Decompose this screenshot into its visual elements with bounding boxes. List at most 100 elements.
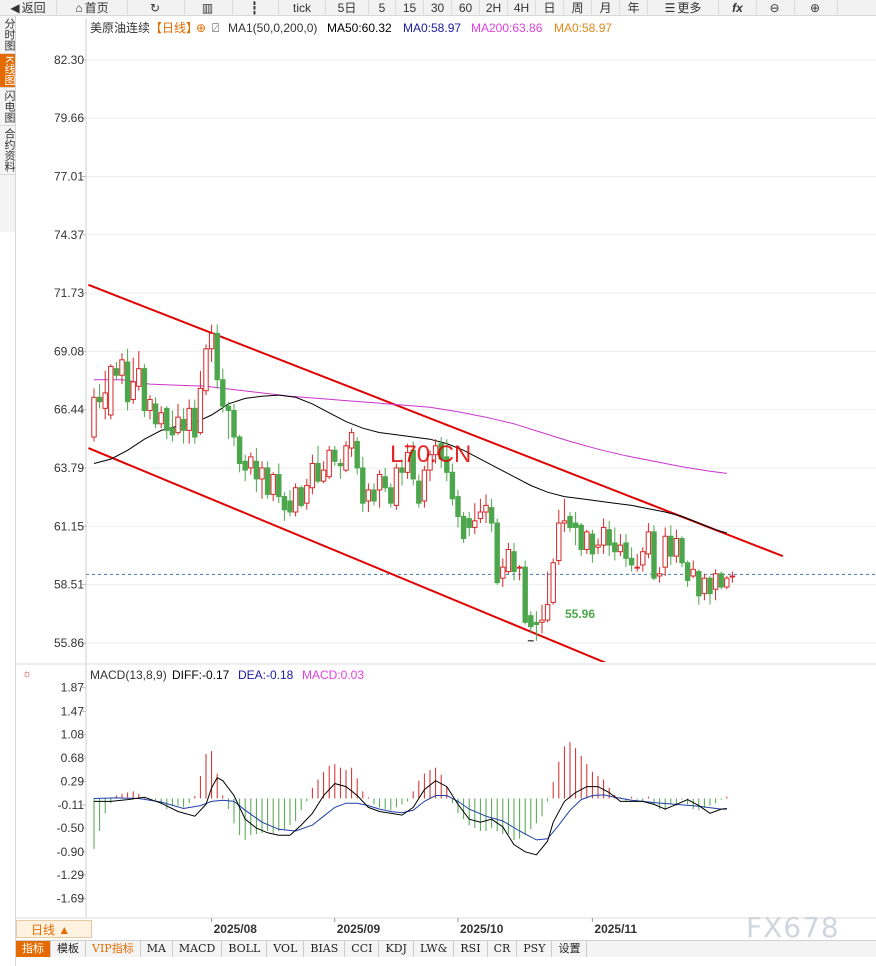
period-year-button[interactable]: 年	[620, 0, 648, 16]
candle-down	[315, 462, 321, 482]
candle-down	[623, 542, 629, 559]
menu-icon: ☰	[664, 0, 676, 15]
tab-bias[interactable]: BIAS	[304, 941, 346, 957]
tab-vip-indicator[interactable]: VIP指标	[86, 941, 141, 957]
candle-up	[186, 407, 192, 431]
candle-up	[472, 520, 478, 528]
tab-macd[interactable]: MACD	[173, 941, 223, 957]
kline-chart[interactable]: 82.30 79.66 77.01 74.37 71.73 69.08 66.44 63.79…	[0, 16, 876, 940]
back-button[interactable]: ◀ 返回	[0, 0, 57, 16]
macd-layer	[93, 742, 728, 856]
tab-rsi[interactable]: RSI	[454, 941, 488, 957]
tab-indicator[interactable]: 指标	[16, 941, 51, 957]
zoom-out-button[interactable]: ⊖	[757, 0, 795, 16]
period-day-button[interactable]: 日	[536, 0, 564, 16]
bars-button[interactable]: ▥	[185, 0, 233, 16]
period-5-button[interactable]: 5	[369, 0, 396, 16]
candle-down	[371, 489, 377, 502]
tab-template[interactable]: 模板	[51, 941, 86, 957]
legend-ma-icon: ⍁	[212, 21, 219, 35]
tab-lwr[interactable]: LW&	[414, 941, 455, 957]
more-button-label: 更多	[677, 1, 702, 15]
side-tab-kline[interactable]: K线图	[0, 54, 15, 89]
candle-up	[724, 577, 730, 588]
tab-vol[interactable]: VOL	[267, 941, 305, 957]
macd-tick-label: 1.47	[61, 704, 85, 718]
side-tab-contract[interactable]: 合约资料	[0, 126, 15, 176]
candle-down	[354, 440, 360, 469]
macd-legend-title: MACD(13,8,9)	[90, 668, 167, 682]
candle-down	[287, 500, 293, 513]
macd-tick-label: -1.69	[57, 892, 85, 906]
candle-up	[147, 399, 153, 412]
candle-up	[376, 474, 383, 491]
period-30-button[interactable]: 30	[424, 0, 452, 16]
candle-up	[712, 573, 719, 590]
grid-layer	[86, 59, 876, 644]
macd-tick-label: 1.08	[61, 727, 85, 741]
candle-layer	[91, 324, 736, 642]
candle-down	[460, 515, 467, 539]
period-5day-button-label: 5日	[337, 1, 357, 15]
candle-up	[259, 467, 265, 480]
period-month-button[interactable]: 月	[592, 0, 620, 16]
tick-button[interactable]: tick	[279, 0, 326, 16]
bar-chart-icon: ▥	[201, 0, 214, 15]
tab-kdj[interactable]: KDJ	[379, 941, 414, 957]
legend-settings-icon[interactable]: ⊕	[196, 21, 206, 35]
candle-up	[404, 451, 411, 473]
refresh-button[interactable]: ↻	[128, 0, 185, 16]
period-4h-button[interactable]: 4H	[508, 0, 536, 16]
candle-up	[690, 568, 696, 577]
candle-down	[488, 507, 495, 524]
macd-tick-label: 1.87	[61, 681, 85, 695]
tab-psy[interactable]: PSY	[517, 941, 553, 957]
side-tab-timeshare[interactable]: 分时图	[0, 16, 15, 54]
candle-up	[556, 522, 562, 562]
candle-down	[416, 480, 422, 504]
candle-down	[382, 476, 388, 489]
left-gutter	[0, 232, 16, 966]
candle-up	[365, 489, 372, 502]
price-tick-label: 74.37	[54, 228, 84, 242]
period-60-button[interactable]: 60	[452, 0, 480, 16]
period-label[interactable]: 日线 ▲	[16, 920, 92, 938]
period-week-button[interactable]: 周	[564, 0, 592, 16]
zoom-in-button[interactable]: ⊕	[795, 0, 838, 16]
candle-down	[679, 537, 685, 564]
candle-up	[544, 604, 551, 621]
tab-ma[interactable]: MA	[141, 941, 173, 957]
price-tick-label: 61.15	[54, 519, 84, 533]
period-5day-button[interactable]: 5日	[326, 0, 369, 16]
tab-boll[interactable]: BOLL	[222, 941, 268, 957]
more-button[interactable]: ☰ 更多	[648, 0, 719, 16]
formula-button[interactable]: fx	[719, 0, 757, 16]
tick-button-label: tick	[293, 0, 311, 15]
candle-down	[455, 496, 461, 517]
candles-button[interactable]: ┇	[233, 0, 279, 16]
side-tab-flash[interactable]: 闪电图	[0, 88, 15, 127]
macd-tick-label: -1.29	[57, 868, 85, 882]
period-60-button-label: 60	[458, 0, 473, 15]
candle-down	[388, 487, 394, 504]
candle-up	[248, 456, 254, 469]
tab-settings[interactable]: 设置	[552, 941, 588, 957]
macd-settings-icon[interactable]: ☼	[22, 668, 32, 680]
candle-up	[91, 396, 97, 438]
tab-cr[interactable]: CR	[488, 941, 518, 957]
candle-down	[444, 456, 450, 473]
candle-up	[393, 467, 400, 506]
candle-down	[164, 407, 170, 431]
candle-down	[589, 533, 596, 555]
tab-cci[interactable]: CCI	[345, 941, 380, 957]
candle-up	[561, 520, 568, 524]
period-2h-button[interactable]: 2H	[480, 0, 508, 16]
date-tick-label: 2025/10	[460, 922, 504, 936]
period-15-button[interactable]: 15	[396, 0, 424, 16]
home-button[interactable]: ⌂ 首页	[57, 0, 128, 16]
macd-legend-diff: DIFF:-0.17	[172, 668, 230, 682]
candle-up	[617, 544, 624, 553]
candle-down	[214, 332, 220, 381]
price-tick-label: 63.79	[54, 461, 84, 475]
candle-up	[270, 474, 276, 495]
